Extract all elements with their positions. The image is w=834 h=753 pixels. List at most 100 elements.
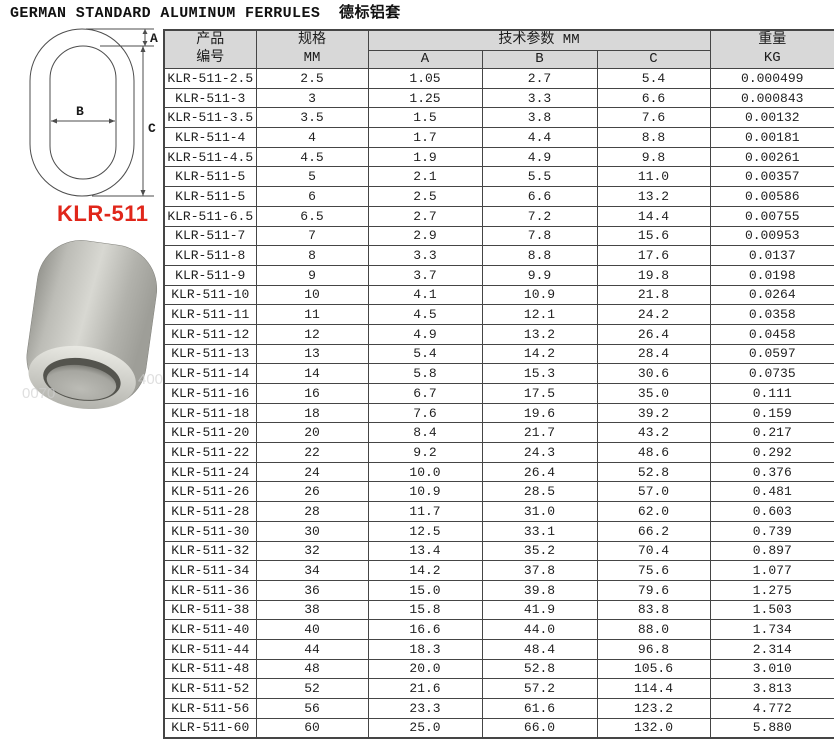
weight-kg-cell: 0.292 — [709, 442, 834, 463]
spec-mm-cell: 8 — [255, 245, 369, 266]
dim-b-cell: 37.8 — [481, 560, 598, 581]
spec-mm-cell: 34 — [255, 560, 369, 581]
spec-mm-cell: 6 — [255, 186, 369, 207]
dim-c-cell: 21.8 — [596, 284, 711, 306]
spec-mm-cell: 16 — [255, 383, 369, 404]
spec-mm-cell: 7 — [255, 225, 369, 247]
table-row: KLR-511-12 12 4.9 13.2 26.4 0.0458 — [163, 323, 834, 345]
table-header: 产品 编号 规格 MM 技术参数 MM 重量 KG A B C — [163, 29, 834, 69]
dim-a-cell: 1.9 — [367, 146, 483, 168]
dim-b-cell: 9.9 — [481, 264, 598, 286]
dim-a-cell: 4.5 — [367, 304, 483, 325]
dim-b-cell: 8.8 — [481, 245, 598, 266]
product-code-cell: KLR-511-3.5 — [163, 107, 257, 129]
weight-kg-cell: 0.0264 — [709, 284, 834, 306]
weight-kg-cell: 0.217 — [709, 422, 834, 444]
dim-c-cell: 24.2 — [596, 304, 711, 325]
dim-a-cell: 1.05 — [367, 68, 483, 89]
dim-a-cell: 21.6 — [367, 678, 483, 699]
spec-mm-cell: 48 — [255, 658, 369, 680]
product-code-cell: KLR-511-52 — [163, 678, 257, 699]
product-code-cell: KLR-511-44 — [163, 638, 257, 660]
model-label: KLR-511 — [57, 201, 149, 226]
dim-a-cell: 4.9 — [367, 323, 483, 345]
col-header-weight-line2: KG — [763, 49, 781, 66]
dim-c-cell: 13.2 — [596, 186, 711, 207]
product-code-cell: KLR-511-14 — [163, 363, 257, 384]
dim-c-cell: 7.6 — [596, 107, 711, 129]
product-code-cell: KLR-511-24 — [163, 461, 257, 483]
weight-kg-cell: 0.376 — [709, 461, 834, 483]
product-code-cell: KLR-511-28 — [163, 501, 257, 522]
dim-c-label: C — [148, 121, 156, 136]
spec-table: 产品 编号 规格 MM 技术参数 MM 重量 KG A B C KLR-511-… — [163, 29, 834, 739]
table-row: KLR-511-40 40 16.6 44.0 88.0 1.734 — [163, 619, 834, 640]
table-row: KLR-511-13 13 5.4 14.2 28.4 0.0597 — [163, 343, 834, 365]
dim-c-cell: 62.0 — [596, 501, 711, 522]
page-title: GERMAN STANDARD ALUMINUM FERRULES 德标铝套 — [10, 5, 401, 22]
dim-a-cell: 14.2 — [367, 560, 483, 581]
dim-a-cell: 1.25 — [367, 87, 483, 109]
dim-a-cell: 23.3 — [367, 698, 483, 719]
col-header-product-no: 产品 编号 — [163, 29, 257, 69]
spec-mm-cell: 14 — [255, 363, 369, 384]
table-row: KLR-511-16 16 6.7 17.5 35.0 0.111 — [163, 383, 834, 404]
table-row: KLR-511-22 22 9.2 24.3 48.6 0.292 — [163, 442, 834, 463]
dim-b-cell: 10.9 — [481, 284, 598, 306]
dim-b-cell: 4.4 — [481, 127, 598, 148]
dim-c-cell: 48.6 — [596, 442, 711, 463]
dim-c-cell: 8.8 — [596, 127, 711, 148]
product-code-cell: KLR-511-12 — [163, 323, 257, 345]
weight-kg-cell: 1.734 — [709, 619, 834, 640]
spec-mm-cell: 12 — [255, 323, 369, 345]
col-header-dim-c: C — [596, 49, 711, 69]
product-code-cell: KLR-511-22 — [163, 442, 257, 463]
product-code-cell: KLR-511-26 — [163, 481, 257, 503]
dim-a-cell: 7.6 — [367, 402, 483, 424]
dim-b-cell: 35.2 — [481, 540, 598, 562]
dim-c-cell: 5.4 — [596, 68, 711, 89]
dim-b-cell: 3.3 — [481, 87, 598, 109]
photo-watermark-2: 400 — [138, 371, 163, 388]
dim-a-cell: 3.7 — [367, 264, 483, 286]
dim-c-cell: 52.8 — [596, 461, 711, 483]
dim-c-cell: 15.6 — [596, 225, 711, 247]
weight-kg-cell: 0.0458 — [709, 323, 834, 345]
dim-c-cell: 35.0 — [596, 383, 711, 404]
table-row: KLR-511-2.5 2.5 1.05 2.7 5.4 0.000499 — [163, 68, 834, 89]
dim-b-cell: 52.8 — [481, 658, 598, 680]
dim-c-cell: 9.8 — [596, 146, 711, 168]
spec-mm-cell: 9 — [255, 264, 369, 286]
product-code-cell: KLR-511-30 — [163, 520, 257, 542]
dim-b-cell: 26.4 — [481, 461, 598, 483]
weight-kg-cell: 0.0735 — [709, 363, 834, 384]
table-row: KLR-511-32 32 13.4 35.2 70.4 0.897 — [163, 540, 834, 562]
weight-kg-cell: 3.813 — [709, 678, 834, 699]
dim-a-cell: 1.7 — [367, 127, 483, 148]
weight-kg-cell: 0.00586 — [709, 186, 834, 207]
product-code-cell: KLR-511-5 — [163, 186, 257, 207]
product-code-cell: KLR-511-36 — [163, 579, 257, 601]
dim-a-cell: 2.1 — [367, 166, 483, 188]
table-row: KLR-511-56 56 23.3 61.6 123.2 4.772 — [163, 698, 834, 719]
dim-b-cell: 14.2 — [481, 343, 598, 365]
weight-kg-cell: 1.503 — [709, 599, 834, 621]
product-code-cell: KLR-511-16 — [163, 383, 257, 404]
dim-a-cell: 4.1 — [367, 284, 483, 306]
dim-c-cell: 132.0 — [596, 717, 711, 739]
inner-oval — [49, 45, 117, 180]
dim-b-cell: 13.2 — [481, 323, 598, 345]
col-header-weight-line1: 重量 — [758, 32, 787, 48]
spec-mm-cell: 3 — [255, 87, 369, 109]
dim-a-cell: 12.5 — [367, 520, 483, 542]
dim-c-cell: 96.8 — [596, 638, 711, 660]
table-row: KLR-511-30 30 12.5 33.1 66.2 0.739 — [163, 520, 834, 542]
weight-kg-cell: 0.00357 — [709, 166, 834, 188]
spec-mm-cell: 2.5 — [255, 68, 369, 89]
weight-kg-cell: 0.897 — [709, 540, 834, 562]
dim-a-cell: 2.5 — [367, 186, 483, 207]
weight-kg-cell: 0.603 — [709, 501, 834, 522]
dim-a-cell: 5.8 — [367, 363, 483, 384]
dim-c-cell: 43.2 — [596, 422, 711, 444]
product-code-cell: KLR-511-13 — [163, 343, 257, 365]
